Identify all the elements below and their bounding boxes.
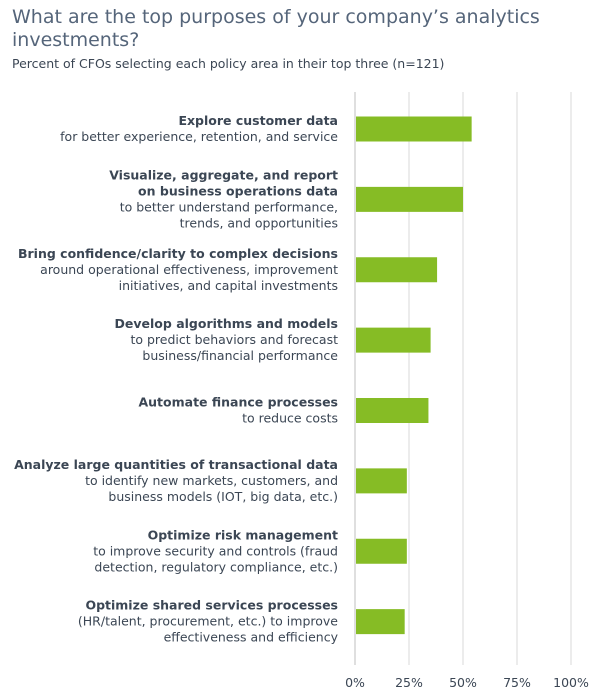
bar	[356, 538, 407, 564]
bar	[356, 398, 429, 423]
bar	[356, 257, 438, 283]
category-description: to identify new markets, customers, and	[85, 473, 338, 488]
category-description: business models (IOT, big data, etc.)	[108, 489, 338, 504]
category-description: trends, and opportunities	[180, 215, 338, 230]
bar	[356, 116, 472, 142]
category-label: Automate finance processes	[138, 395, 338, 410]
bar	[356, 609, 405, 635]
x-tick-label: 100%	[553, 675, 589, 690]
category-label: Optimize risk management	[148, 527, 338, 542]
category-description: business/financial performance	[142, 348, 338, 363]
category-label: Bring confidence/clarity to complex deci…	[18, 246, 338, 261]
category-description: initiatives, and capital investments	[119, 278, 338, 293]
category-label: Explore customer data	[178, 113, 338, 128]
bar	[356, 186, 463, 212]
category-description: to better understand performance,	[120, 199, 338, 214]
category-label: on business operations data	[138, 183, 338, 198]
category-label: Visualize, aggregate, and report	[109, 167, 338, 182]
chart-title: What are the top purposes of your compan…	[12, 6, 540, 51]
x-tick-label: 50%	[449, 675, 477, 690]
category-description: around operational effectiveness, improv…	[40, 262, 338, 277]
category-description: for better experience, retention, and se…	[60, 129, 338, 144]
category-label: Develop algorithms and models	[115, 316, 338, 331]
category-label: Optimize shared services processes	[85, 598, 338, 613]
x-tick-label: 25%	[395, 675, 423, 690]
category-description: to improve security and controls (fraud	[93, 543, 338, 558]
bar	[356, 468, 407, 494]
category-description: effectiveness and efficiency	[164, 630, 339, 645]
category-label: Analyze large quantities of transactiona…	[14, 457, 338, 472]
category-description: to reduce costs	[242, 411, 338, 426]
category-description: (HR/talent, procurement, etc.) to improv…	[78, 614, 338, 629]
category-description: to predict behaviors and forecast	[130, 332, 338, 347]
category-description: detection, regulatory compliance, etc.)	[94, 559, 338, 574]
chart-subtitle: Percent of CFOs selecting each policy ar…	[12, 56, 445, 71]
bar	[356, 327, 431, 353]
x-tick-label: 0%	[345, 675, 365, 690]
x-tick-label: 75%	[503, 675, 531, 690]
